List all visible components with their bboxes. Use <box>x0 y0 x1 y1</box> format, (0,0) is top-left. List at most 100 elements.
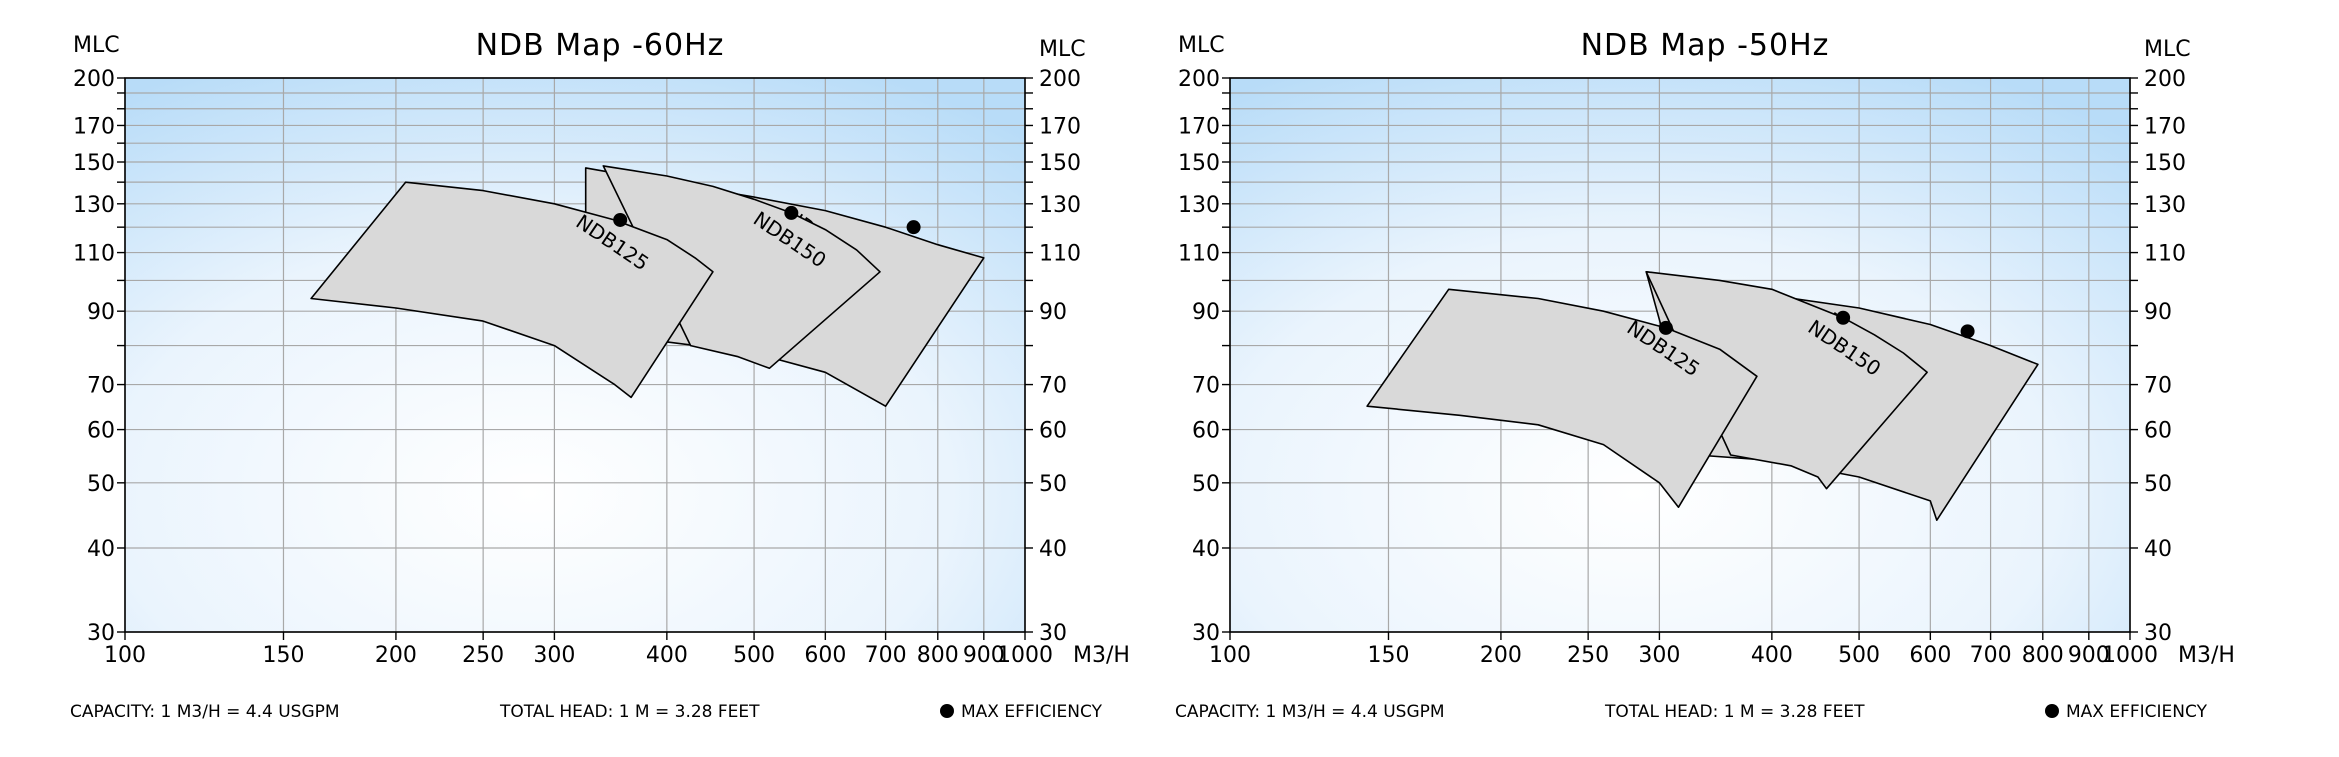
y-tick-label-left: 40 <box>87 537 115 562</box>
y-tick-label-right: 150 <box>2144 151 2186 176</box>
legend-marker <box>940 704 954 718</box>
y-tick-label-right: 40 <box>2144 537 2172 562</box>
y-tick-label-right: 30 <box>2144 621 2172 646</box>
x-tick-label: 100 <box>104 643 146 668</box>
x-tick-label: 150 <box>262 643 304 668</box>
y-tick-label-left: 30 <box>87 621 115 646</box>
y-tick-label-right: 170 <box>1039 114 1081 139</box>
y-tick-label-left: 90 <box>1192 300 1220 325</box>
ylabel-right: MLC <box>1039 37 1086 62</box>
y-tick-label-right: 170 <box>2144 114 2186 139</box>
y-tick-label-right: 40 <box>1039 537 1067 562</box>
regions: NDB200NDB150NDB125 <box>1366 271 2039 521</box>
x-tick-label: 250 <box>1567 643 1609 668</box>
y-tick-label-right: 200 <box>2144 67 2186 92</box>
x-tick-label: 900 <box>963 643 1005 668</box>
y-tick-label-left: 130 <box>1178 193 1220 218</box>
xlabel: M3/H <box>1073 643 1130 668</box>
y-tick-label-left: 70 <box>1192 374 1220 399</box>
y-tick-label-right: 90 <box>1039 300 1067 325</box>
footer-capacity: CAPACITY: 1 M3/H = 4.4 USGPM <box>70 702 340 722</box>
y-tick-label-left: 110 <box>73 242 115 267</box>
y-tick-label-left: 170 <box>1178 114 1220 139</box>
x-tick-label: 400 <box>646 643 688 668</box>
max-efficiency-marker <box>784 205 799 220</box>
y-tick-label-right: 90 <box>2144 300 2172 325</box>
x-tick-label: 200 <box>1480 643 1522 668</box>
x-tick-label: 500 <box>733 643 775 668</box>
region-ndb150 <box>602 165 881 370</box>
x-tick-label: 700 <box>865 643 907 668</box>
y-tick-label-left: 200 <box>1178 67 1220 92</box>
chart-title: NDB Map -60Hz <box>476 28 725 63</box>
x-tick-label: 700 <box>1970 643 2012 668</box>
plot-frame <box>124 77 1026 633</box>
x-tick-label: 600 <box>1909 643 1951 668</box>
x-tick-label: 1000 <box>2102 643 2158 668</box>
x-tick-label: 250 <box>462 643 504 668</box>
y-tick-label-right: 70 <box>1039 374 1067 399</box>
max-efficiency-marker <box>906 220 921 235</box>
y-tick-label-right: 130 <box>1039 193 1081 218</box>
y-tick-label-left: 90 <box>87 300 115 325</box>
plot-frame <box>1229 77 2131 633</box>
x-tick-label: 100 <box>1209 643 1251 668</box>
ylabel-left: MLC <box>1178 33 1225 58</box>
y-tick-label-left: 60 <box>87 419 115 444</box>
y-tick-label-right: 60 <box>2144 419 2172 444</box>
max-efficiency-marker <box>1960 324 1975 339</box>
y-tick-label-right: 60 <box>1039 419 1067 444</box>
footer-capacity: CAPACITY: 1 M3/H = 4.4 USGPM <box>1175 702 1445 722</box>
y-tick-label-left: 170 <box>73 114 115 139</box>
y-tick-label-left: 200 <box>73 67 115 92</box>
y-tick-label-right: 130 <box>2144 193 2186 218</box>
y-tick-label-left: 60 <box>1192 419 1220 444</box>
ylabel-left: MLC <box>73 33 120 58</box>
max-efficiency-marker <box>613 212 628 227</box>
footer-head: TOTAL HEAD: 1 M = 3.28 FEET <box>499 702 760 722</box>
region-ndb125 <box>1366 288 1758 508</box>
y-tick-label-left: 70 <box>87 374 115 399</box>
y-tick-label-right: 150 <box>1039 151 1081 176</box>
y-tick-label-left: 110 <box>1178 242 1220 267</box>
y-tick-label-left: 150 <box>1178 151 1220 176</box>
x-tick-label: 300 <box>1638 643 1680 668</box>
y-tick-label-right: 70 <box>2144 374 2172 399</box>
legend-label: MAX EFFICIENCY <box>2066 702 2208 722</box>
regions: NDB200NDB150NDB125 <box>310 165 985 407</box>
y-tick-label-right: 110 <box>1039 242 1081 267</box>
x-tick-label: 800 <box>2022 643 2064 668</box>
y-tick-label-left: 40 <box>1192 537 1220 562</box>
x-tick-label: 150 <box>1367 643 1409 668</box>
y-tick-label-right: 50 <box>1039 472 1067 497</box>
y-tick-label-right: 110 <box>2144 242 2186 267</box>
x-tick-label: 200 <box>375 643 417 668</box>
max-efficiency-marker <box>1658 320 1673 335</box>
y-tick-label-right: 30 <box>1039 621 1067 646</box>
y-tick-label-left: 150 <box>73 151 115 176</box>
y-tick-label-right: 200 <box>1039 67 1081 92</box>
legend-label: MAX EFFICIENCY <box>961 702 1103 722</box>
chart-title: NDB Map -50Hz <box>1581 28 1830 63</box>
max-efficiency-marker <box>1836 310 1851 325</box>
x-tick-label: 800 <box>917 643 959 668</box>
y-tick-label-left: 50 <box>87 472 115 497</box>
x-tick-label: 1000 <box>997 643 1053 668</box>
ylabel-right: MLC <box>2144 37 2191 62</box>
x-tick-label: 400 <box>1751 643 1793 668</box>
legend-marker <box>2045 704 2059 718</box>
x-tick-label: 600 <box>804 643 846 668</box>
x-tick-label: 500 <box>1838 643 1880 668</box>
footer-head: TOTAL HEAD: 1 M = 3.28 FEET <box>1604 702 1865 722</box>
y-tick-label-left: 50 <box>1192 472 1220 497</box>
x-tick-label: 300 <box>533 643 575 668</box>
y-tick-label-left: 130 <box>73 193 115 218</box>
xlabel: M3/H <box>2178 643 2235 668</box>
x-tick-label: 900 <box>2068 643 2110 668</box>
region-ndb150 <box>1645 271 1928 490</box>
